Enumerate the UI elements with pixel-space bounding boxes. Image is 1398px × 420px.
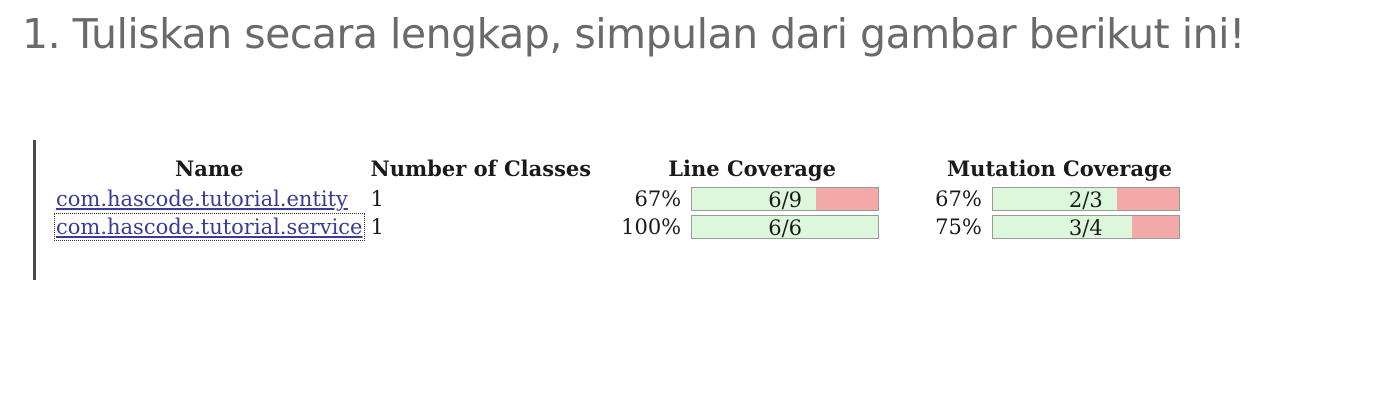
mutation-coverage-bar: 2/3 xyxy=(991,187,1180,212)
header-classes: Number of Classes xyxy=(370,156,592,181)
line-coverage-cell: 6/9 xyxy=(685,185,909,213)
question-text: 1. Tuliskan secara lengkap, simpulan dar… xyxy=(22,10,1245,58)
name-cell: com.hascode.tutorial.service xyxy=(52,213,367,241)
table-header-row: Name Number of Classes Line Coverage Mut… xyxy=(52,154,1210,185)
mutation-coverage-percent: 67% xyxy=(935,187,982,211)
table-row: com.hascode.tutorial.service 1 100% 6/6 … xyxy=(52,213,1210,241)
mutation-coverage-cell: 3/4 xyxy=(986,213,1210,241)
table-row: com.hascode.tutorial.entity 1 67% 6/9 67… xyxy=(52,185,1210,213)
header-mutation-coverage: Mutation Coverage xyxy=(946,156,1173,181)
line-coverage-fill xyxy=(692,216,879,238)
mutation-coverage-fill xyxy=(992,188,1117,210)
line-coverage-ratio: 6/9 xyxy=(768,188,803,212)
coverage-report-image: Name Number of Classes Line Coverage Mut… xyxy=(33,140,1186,280)
package-link-service[interactable]: com.hascode.tutorial.service xyxy=(54,213,365,241)
line-coverage-ratio: 6/6 xyxy=(768,216,803,240)
mutation-coverage-ratio: 3/4 xyxy=(1068,216,1103,240)
line-coverage-percent: 67% xyxy=(634,187,682,211)
mutation-coverage-cell: 2/3 xyxy=(986,185,1210,213)
classes-count: 1 xyxy=(370,187,384,211)
line-coverage-bar: 6/6 xyxy=(691,215,880,240)
header-name: Name xyxy=(175,156,244,181)
mutation-coverage-bar: 3/4 xyxy=(991,215,1180,240)
mutation-coverage-percent: 75% xyxy=(935,215,982,239)
line-coverage-fill xyxy=(692,188,817,210)
line-coverage-cell: 6/6 xyxy=(685,213,909,241)
package-link-entity[interactable]: com.hascode.tutorial.entity xyxy=(56,187,348,211)
classes-count: 1 xyxy=(370,215,384,239)
header-line-coverage: Line Coverage xyxy=(668,156,836,181)
mutation-coverage-fill xyxy=(992,216,1133,238)
line-coverage-bar: 6/9 xyxy=(691,187,880,212)
name-cell: com.hascode.tutorial.entity xyxy=(52,185,367,213)
coverage-table: Name Number of Classes Line Coverage Mut… xyxy=(52,154,1210,241)
mutation-coverage-ratio: 2/3 xyxy=(1068,188,1103,212)
line-coverage-percent: 100% xyxy=(621,215,682,239)
